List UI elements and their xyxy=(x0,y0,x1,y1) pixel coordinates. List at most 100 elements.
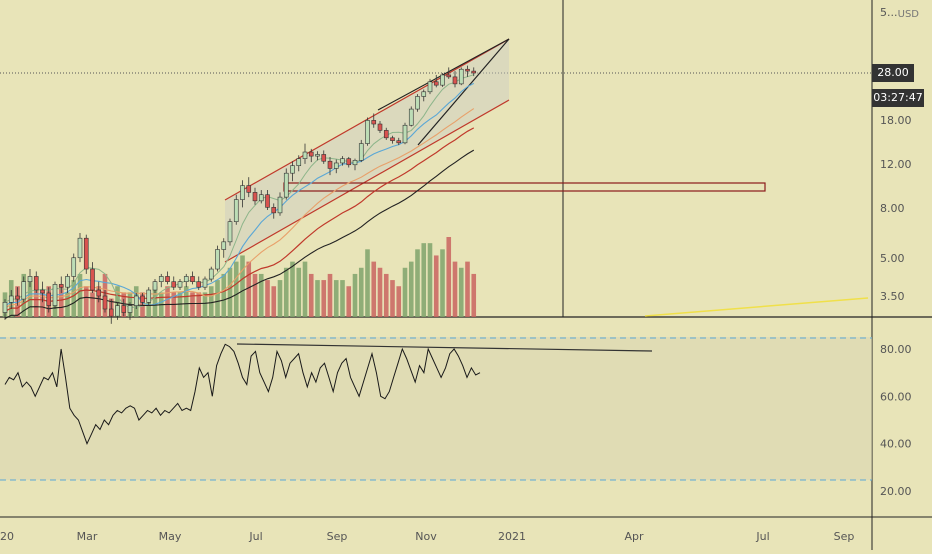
candle-body xyxy=(2,302,8,313)
last-price-badge: 28.00 xyxy=(872,64,914,82)
candle-body xyxy=(471,70,477,74)
candle-body xyxy=(127,305,133,313)
candle-body xyxy=(258,194,264,202)
candle-body xyxy=(390,137,395,141)
volume-bar xyxy=(302,261,308,317)
volume-bar xyxy=(296,267,302,317)
candle-body xyxy=(152,281,158,291)
candle-body xyxy=(183,276,189,282)
candle-body xyxy=(302,151,308,159)
price-tick-label: 8.00 xyxy=(880,202,905,215)
volume-bar xyxy=(165,286,170,317)
candle-body xyxy=(108,308,114,317)
volume-bar xyxy=(427,243,433,317)
time-tick-label: May xyxy=(159,530,182,543)
time-tick-label: Sep xyxy=(834,530,855,543)
candle-body xyxy=(165,276,170,282)
candle-body xyxy=(365,120,370,144)
candle-body xyxy=(27,276,33,282)
candle-body xyxy=(77,237,83,259)
ma-fast-line xyxy=(4,82,475,307)
volume-bar xyxy=(265,280,270,317)
volume-bar xyxy=(246,261,252,317)
candle-body xyxy=(346,158,352,166)
volume-bar xyxy=(358,267,364,317)
countdown-text: 03:27:47 xyxy=(873,91,923,104)
volume-bar xyxy=(277,280,283,317)
volume-bar xyxy=(352,273,358,317)
candle-body xyxy=(65,276,70,288)
candle-body xyxy=(458,68,464,85)
rsi-tick-label: 80.00 xyxy=(880,343,912,356)
volume-bar xyxy=(377,267,383,317)
candle-body xyxy=(240,185,245,200)
volume-bar xyxy=(27,280,33,317)
candle-body xyxy=(290,165,295,174)
candle-body xyxy=(327,160,333,169)
volume-bar xyxy=(290,261,295,317)
candle-body xyxy=(271,207,277,214)
channel-upper-line xyxy=(224,38,510,201)
candle-body xyxy=(427,81,433,93)
volume-bar xyxy=(58,286,64,317)
candle-body xyxy=(196,281,202,288)
rsi-line xyxy=(4,343,481,446)
time-tick-label: 2020 xyxy=(0,530,14,543)
time-tick-label: 2021 xyxy=(498,530,526,543)
volume-bar xyxy=(327,273,333,317)
candle-body xyxy=(40,289,45,294)
candle-body xyxy=(215,249,220,270)
price-tick-label: 18.00 xyxy=(880,114,912,127)
yellow-trend-line xyxy=(644,297,869,317)
volume-bar xyxy=(227,267,233,317)
volume-bar xyxy=(471,273,477,317)
volume-bar xyxy=(390,280,395,317)
volume-bar xyxy=(65,292,70,317)
volume-bar xyxy=(40,292,45,317)
volume-bar xyxy=(183,286,189,317)
time-tick-label: Mar xyxy=(77,530,98,543)
candle-body xyxy=(283,172,289,198)
volume-bar xyxy=(421,243,427,317)
candle-body xyxy=(8,295,14,303)
volume-bar xyxy=(446,237,452,317)
candle-body xyxy=(146,289,152,303)
last-price-text: 28.00 xyxy=(877,66,909,79)
candle-body xyxy=(96,289,102,297)
time-tick-label: Sep xyxy=(327,530,348,543)
volume-ma-line xyxy=(4,149,475,319)
candle-body xyxy=(421,91,427,97)
volume-bar xyxy=(33,286,39,317)
channel-lower-line xyxy=(224,99,510,263)
candle-body xyxy=(321,154,327,162)
time-tick-label: Nov xyxy=(415,530,437,543)
volume-bar xyxy=(252,273,258,317)
candle-body xyxy=(46,292,52,306)
volume-bar xyxy=(271,286,277,317)
candle-body xyxy=(233,199,239,222)
volume-bar xyxy=(190,292,195,317)
volume-bar xyxy=(346,286,352,317)
rsi-tick-label: 20.00 xyxy=(880,485,912,498)
candle-body xyxy=(208,268,214,280)
volume-bar xyxy=(408,261,414,317)
candle-body xyxy=(58,284,64,288)
candle-body xyxy=(296,158,302,166)
candle-body xyxy=(221,241,227,250)
candle-body xyxy=(396,140,402,144)
volume-bar xyxy=(240,255,245,317)
candle-body xyxy=(358,143,364,161)
candle-body xyxy=(21,281,27,300)
volume-bar xyxy=(77,273,83,317)
candle-body xyxy=(383,130,389,139)
volume-bar xyxy=(465,261,470,317)
candle-body xyxy=(377,123,383,131)
candle-body xyxy=(133,295,139,306)
volume-bar xyxy=(308,273,314,317)
candle-body xyxy=(352,160,358,166)
volume-bar xyxy=(71,280,77,317)
volume-bar xyxy=(115,286,120,317)
volume-bar xyxy=(196,292,202,317)
